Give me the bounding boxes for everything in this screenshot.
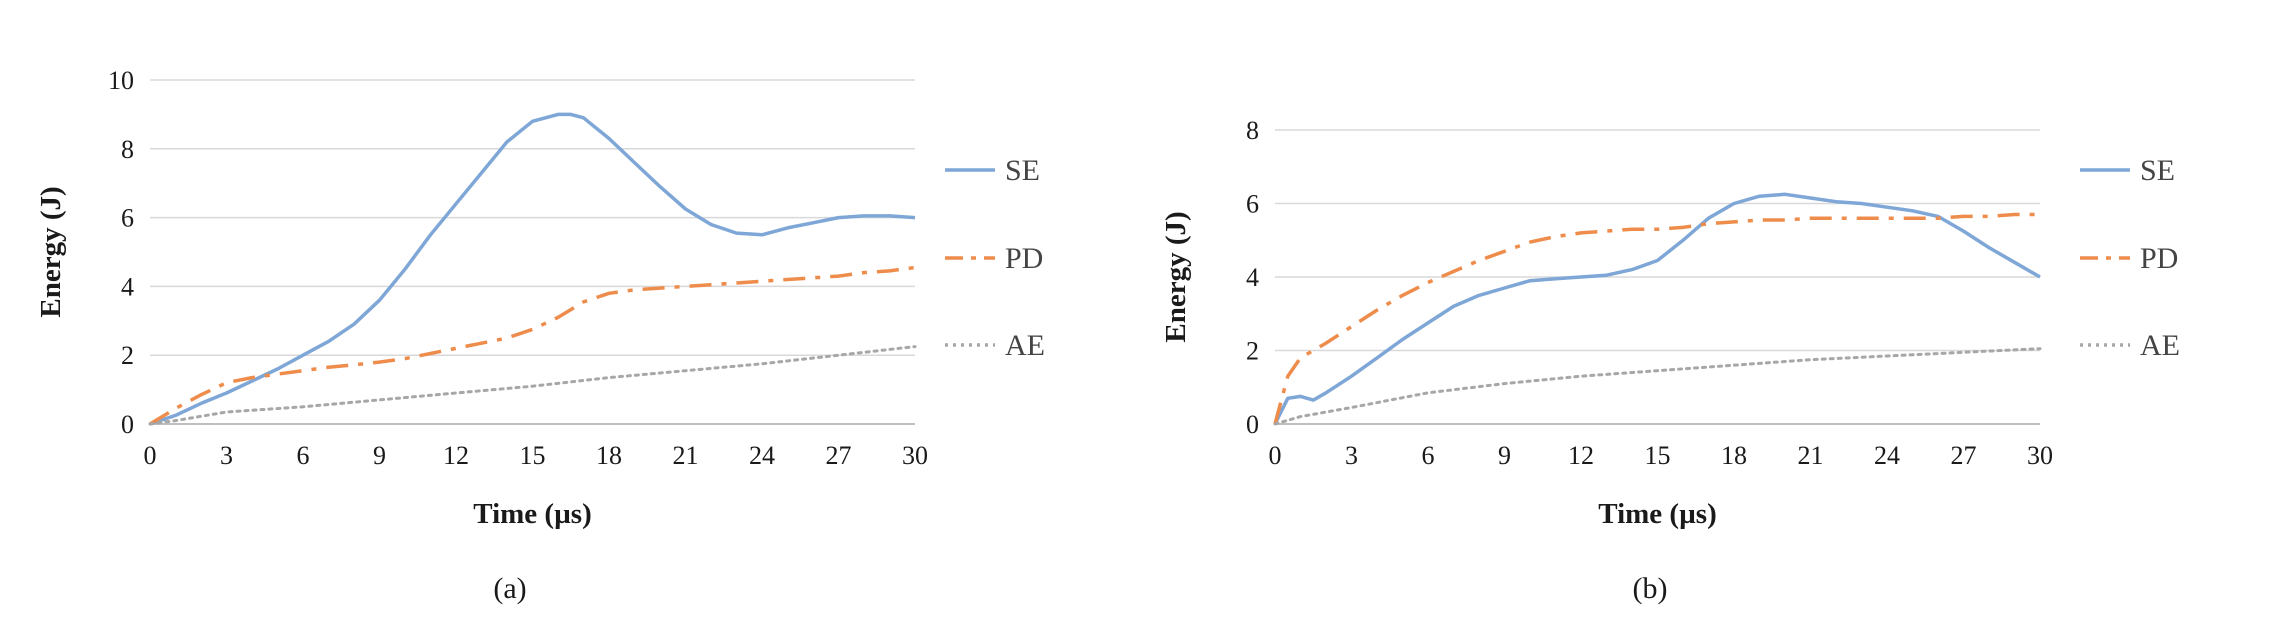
figure-caption: (b) bbox=[1633, 572, 1668, 605]
legend-label-ae: AE bbox=[1005, 329, 1045, 362]
y-tick-label: 8 bbox=[1246, 116, 1259, 145]
x-tick-label: 0 bbox=[1269, 441, 1282, 470]
legend-label-pd: PD bbox=[1005, 242, 1043, 275]
x-tick-label: 15 bbox=[520, 441, 546, 470]
x-tick-label: 6 bbox=[1422, 441, 1435, 470]
y-tick-label: 2 bbox=[1246, 337, 1259, 366]
series-line-se bbox=[149, 112, 916, 426]
x-tick-label: 24 bbox=[1874, 441, 1900, 470]
x-tick-label: 0 bbox=[144, 441, 157, 470]
y-tick-label: 0 bbox=[1246, 410, 1259, 439]
y-tick-label: 4 bbox=[1246, 263, 1259, 292]
x-tick-label: 18 bbox=[596, 441, 622, 470]
legend-label-ae: AE bbox=[2140, 329, 2180, 362]
x-tick-label: 21 bbox=[673, 441, 699, 470]
y-tick-label: 6 bbox=[121, 204, 134, 233]
y-tick-label: 8 bbox=[121, 135, 134, 164]
x-tick-label: 12 bbox=[1568, 441, 1594, 470]
x-tick-label: 21 bbox=[1798, 441, 1824, 470]
series-line-ae bbox=[1273, 347, 2042, 426]
y-tick-label: 10 bbox=[108, 66, 134, 95]
x-tick-label: 15 bbox=[1645, 441, 1671, 470]
y-tick-label: 6 bbox=[1246, 190, 1259, 219]
series-line-se bbox=[1273, 192, 2041, 425]
y-axis-title: Energy (J) bbox=[35, 186, 67, 317]
x-axis-title: Time (µs) bbox=[473, 498, 591, 530]
figure-caption: (a) bbox=[493, 572, 526, 605]
legend-label-pd: PD bbox=[2140, 242, 2178, 275]
series-line-pd bbox=[1273, 212, 2040, 425]
x-tick-label: 27 bbox=[826, 441, 852, 470]
y-tick-label: 2 bbox=[121, 341, 134, 370]
x-tick-label: 30 bbox=[2027, 441, 2053, 470]
x-tick-label: 9 bbox=[1498, 441, 1511, 470]
y-axis-title: Energy (J) bbox=[1160, 211, 1192, 342]
series-line-ae bbox=[148, 345, 917, 426]
x-tick-label: 3 bbox=[1345, 441, 1358, 470]
y-tick-label: 0 bbox=[121, 410, 134, 439]
x-tick-label: 9 bbox=[373, 441, 386, 470]
x-axis-title: Time (µs) bbox=[1598, 498, 1716, 530]
x-tick-label: 30 bbox=[902, 441, 928, 470]
x-tick-label: 6 bbox=[297, 441, 310, 470]
x-tick-label: 18 bbox=[1721, 441, 1747, 470]
y-tick-label: 4 bbox=[121, 272, 134, 301]
x-tick-label: 3 bbox=[220, 441, 233, 470]
x-tick-label: 27 bbox=[1951, 441, 1977, 470]
x-tick-label: 12 bbox=[443, 441, 469, 470]
legend-label-se: SE bbox=[1005, 154, 1040, 187]
legend-label-se: SE bbox=[2140, 154, 2175, 187]
series-line-pd bbox=[149, 265, 916, 426]
x-tick-label: 24 bbox=[749, 441, 775, 470]
